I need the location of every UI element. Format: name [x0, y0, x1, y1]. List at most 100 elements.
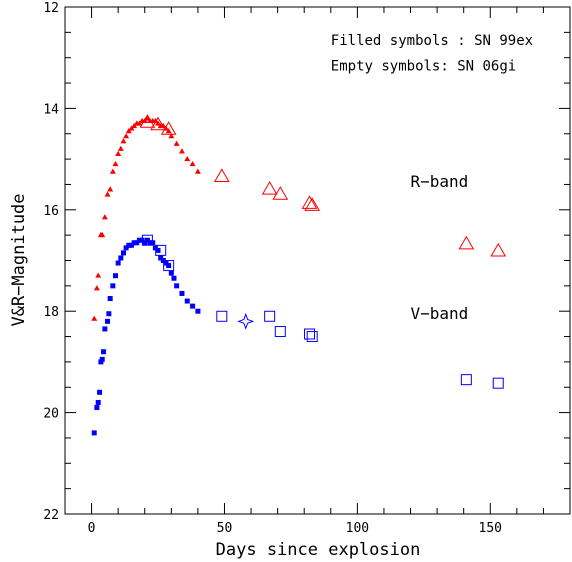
point-v-open-square: [155, 244, 167, 256]
point-v-open-square: [492, 377, 504, 389]
annotation-text: Filled symbols : SN 99ex: [331, 33, 533, 49]
point-v-filled-square: [118, 255, 124, 261]
point-r-filled-triangle: [165, 127, 172, 134]
y-tick-label: 20: [43, 407, 59, 422]
point-v-filled-square: [113, 273, 118, 279]
x-axis-title: Days since explosion: [216, 540, 421, 560]
point-v-filled-square: [101, 349, 107, 355]
point-r-filled-triangle: [152, 117, 159, 124]
point-v-filled-square: [168, 270, 174, 276]
point-v-open-square: [304, 328, 316, 340]
point-v-filled-square: [98, 359, 104, 365]
point-v-filled-square: [120, 250, 126, 256]
point-r-filled-triangle: [168, 133, 175, 139]
point-r-filled-triangle: [104, 191, 111, 197]
point-v-filled-square: [195, 308, 201, 314]
point-v-open-square: [163, 260, 175, 272]
point-r-open-triangle: [490, 242, 507, 257]
point-v-open-star: [237, 312, 255, 330]
point-v-filled-square: [142, 240, 148, 246]
x-tick-label: 100: [346, 521, 369, 536]
point-r-open-triangle: [150, 116, 166, 131]
annotation-text: R−band: [411, 172, 469, 191]
point-r-filled-triangle: [155, 120, 162, 126]
point-r-open-triangle: [272, 186, 289, 200]
point-v-filled-square: [97, 389, 103, 395]
point-r-filled-triangle: [112, 160, 119, 167]
annotation-text: Empty symbols: SN 06gi: [331, 58, 516, 74]
point-r-filled-triangle: [184, 155, 191, 162]
point-v-filled-square: [95, 399, 101, 405]
point-v-filled-square: [134, 240, 140, 246]
point-v-open-square: [264, 310, 276, 322]
point-r-filled-triangle: [107, 186, 114, 192]
point-r-filled-triangle: [109, 168, 116, 174]
data-points: [91, 114, 507, 436]
y-tick-label: 18: [43, 305, 59, 320]
point-v-filled-square: [166, 263, 172, 269]
point-v-filled-square: [131, 240, 137, 246]
point-v-filled-square: [174, 283, 180, 289]
point-r-filled-triangle: [101, 214, 108, 220]
point-v-filled-square: [155, 247, 161, 253]
point-v-open-square: [216, 310, 228, 322]
x-tick-label: 0: [88, 521, 96, 536]
point-r-filled-triangle: [123, 133, 130, 139]
point-v-filled-square: [107, 296, 113, 302]
point-v-filled-square: [105, 318, 111, 324]
point-r-filled-triangle: [115, 150, 122, 157]
point-v-filled-square: [115, 260, 121, 266]
point-v-filled-square: [144, 237, 150, 243]
point-r-filled-triangle: [91, 315, 98, 321]
point-v-filled-square: [179, 290, 185, 296]
point-v-filled-square: [171, 275, 177, 281]
point-v-filled-square: [123, 245, 129, 251]
point-v-open-square: [141, 234, 153, 246]
point-r-filled-triangle: [120, 138, 127, 144]
point-r-filled-triangle: [99, 231, 106, 238]
point-v-filled-square: [158, 255, 164, 261]
point-r-filled-triangle: [117, 145, 124, 151]
point-r-filled-triangle: [93, 285, 100, 291]
point-v-open-square: [274, 325, 286, 337]
point-r-filled-triangle: [95, 272, 102, 278]
point-r-open-triangle: [213, 168, 230, 182]
x-tick-label: 50: [217, 521, 233, 536]
point-v-open-square: [460, 374, 472, 386]
point-v-filled-square: [94, 405, 100, 411]
y-tick-label: 22: [43, 508, 59, 523]
point-r-open-triangle: [160, 121, 177, 135]
y-tick-label: 16: [43, 204, 59, 219]
point-v-filled-square: [136, 237, 142, 243]
annotation-text: V−band: [411, 304, 469, 323]
y-tick-label: 12: [43, 1, 59, 16]
point-v-filled-square: [184, 298, 190, 304]
point-r-open-triangle: [458, 235, 475, 250]
point-r-open-triangle: [139, 114, 156, 128]
point-v-filled-square: [110, 283, 116, 289]
point-v-filled-square: [190, 303, 196, 309]
point-v-filled-square: [126, 242, 132, 248]
point-r-filled-triangle: [144, 115, 151, 121]
plot-frame: [64, 6, 571, 515]
x-tick-label: 150: [479, 521, 502, 536]
point-r-filled-triangle: [160, 122, 167, 129]
axis-ticks: [65, 6, 570, 515]
point-v-filled-square: [128, 242, 134, 248]
point-r-filled-triangle: [173, 140, 180, 146]
point-v-filled-square: [102, 326, 108, 332]
point-r-open-triangle: [261, 181, 278, 195]
point-v-filled-square: [91, 430, 97, 436]
y-axis-title: V&R−Magnitude: [9, 193, 29, 326]
point-r-open-triangle: [301, 195, 318, 209]
point-r-filled-triangle: [194, 168, 201, 174]
point-v-filled-square: [99, 356, 105, 362]
point-v-filled-square: [147, 240, 153, 246]
point-v-open-square: [306, 331, 318, 343]
axis-tick-labels: 0 50 100 150 12 14 16 18 20 22: [43, 1, 502, 536]
point-r-open-triangle: [304, 197, 321, 211]
point-r-filled-triangle: [189, 160, 196, 167]
point-r-filled-triangle: [178, 148, 185, 154]
point-v-filled-square: [163, 260, 169, 266]
